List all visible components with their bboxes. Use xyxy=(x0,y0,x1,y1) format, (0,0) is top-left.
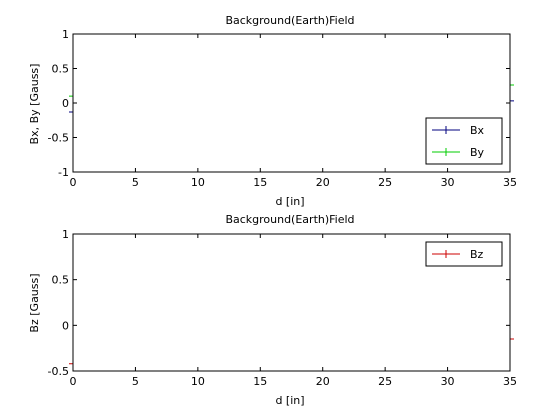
x-tick-label: 10 xyxy=(191,176,205,189)
legend-bx-label: Bx xyxy=(470,124,485,137)
x-axis-label: d [in] xyxy=(275,195,304,208)
x-tick-label: 35 xyxy=(503,375,517,388)
x-tick-label: 0 xyxy=(70,176,77,189)
x-tick-label: 30 xyxy=(441,176,455,189)
legend: Bx By xyxy=(425,117,503,165)
x-tick-label: 5 xyxy=(132,176,139,189)
legend-frame xyxy=(425,117,503,165)
x-tick-label: 15 xyxy=(253,375,267,388)
x-tick-label: 15 xyxy=(253,176,267,189)
x-tick-label: 20 xyxy=(316,176,330,189)
y-tick-label: 0.5 xyxy=(52,274,70,287)
legend-bz-label: Bz xyxy=(470,248,484,261)
y-tick-label: 1 xyxy=(62,228,69,241)
x-tick-label: 35 xyxy=(503,176,517,189)
legend-by-marker xyxy=(442,148,450,156)
x-tick-label: 10 xyxy=(191,375,205,388)
x-tick-label: 0 xyxy=(70,375,77,388)
y-tick-label: 1 xyxy=(62,28,69,41)
legend-bz-marker xyxy=(442,250,450,258)
y-tick-label: -0.5 xyxy=(48,132,69,145)
y-axis-label: Bz [Gauss] xyxy=(28,273,41,332)
y-tick-label: 0.5 xyxy=(52,63,70,76)
chart-title: Background(Earth)Field xyxy=(225,14,354,27)
subplot-bz: Background(Earth)Field d [in] Bz [Gauss]… xyxy=(28,213,517,407)
y-tick-label: -0.5 xyxy=(48,365,69,378)
legend-by-label: By xyxy=(470,146,485,159)
legend-bx-marker xyxy=(442,126,450,134)
legend: Bz xyxy=(425,241,503,267)
y-tick-label: 0 xyxy=(62,319,69,332)
y-tick-label: -1 xyxy=(58,166,69,179)
x-tick-label: 30 xyxy=(441,375,455,388)
x-tick-label: 25 xyxy=(378,176,392,189)
y-tick-label: 0 xyxy=(62,97,69,110)
y-axis-label: Bx, By [Gauss] xyxy=(28,64,41,145)
chart-title: Background(Earth)Field xyxy=(225,213,354,226)
x-tick-label: 25 xyxy=(378,375,392,388)
subplot-bx-by: Background(Earth)Field d [in] Bx, By [Ga… xyxy=(28,14,517,208)
x-tick-label: 5 xyxy=(132,375,139,388)
x-axis-label: d [in] xyxy=(275,394,304,407)
x-tick-label: 20 xyxy=(316,375,330,388)
